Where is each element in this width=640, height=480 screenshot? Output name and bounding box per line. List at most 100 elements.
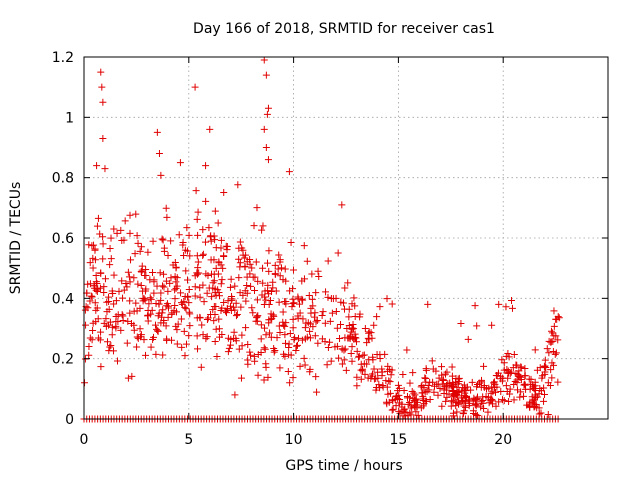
data-point (271, 347, 279, 355)
data-point (300, 242, 308, 250)
data-point (466, 395, 474, 403)
data-point (480, 362, 488, 370)
data-point (107, 255, 115, 263)
data-point (202, 270, 210, 278)
data-point (110, 271, 118, 279)
x-tick-label: 10 (285, 432, 303, 448)
data-point (184, 276, 192, 284)
data-point (157, 313, 165, 321)
data-point (365, 328, 373, 336)
data-point (497, 375, 505, 383)
data-point (464, 335, 472, 343)
data-point (230, 334, 238, 342)
data-point (321, 319, 329, 327)
data-point (500, 366, 508, 374)
data-point (290, 299, 298, 307)
data-point (448, 372, 456, 380)
data-point (508, 304, 516, 312)
data-point (387, 371, 395, 379)
data-point (314, 339, 322, 347)
data-point (122, 280, 130, 288)
data-point (547, 327, 555, 335)
data-point (261, 324, 269, 332)
data-point (479, 399, 487, 407)
data-point (106, 245, 114, 253)
data-point (554, 378, 562, 386)
data-point (526, 398, 534, 406)
data-point (265, 247, 273, 255)
data-point (260, 56, 268, 64)
data-point (552, 332, 560, 340)
data-point (527, 375, 535, 383)
data-point (421, 374, 429, 382)
data-point (141, 287, 149, 295)
data-point (508, 297, 516, 305)
data-point (350, 325, 358, 333)
data-point (353, 382, 361, 390)
data-point (311, 332, 319, 340)
data-point (259, 264, 267, 272)
data-point (260, 376, 268, 384)
data-point (193, 332, 201, 340)
data-point (351, 312, 359, 320)
x-tick-label: 0 (80, 432, 89, 448)
data-point (127, 256, 135, 264)
data-point (530, 385, 538, 393)
data-point (365, 335, 373, 343)
data-point (324, 257, 332, 265)
data-point (319, 308, 327, 316)
data-point (244, 360, 252, 368)
data-point (394, 381, 402, 389)
data-point (101, 275, 109, 283)
data-point (338, 345, 346, 353)
data-point (531, 346, 539, 354)
data-point (438, 363, 446, 371)
data-point (248, 264, 256, 272)
data-point (517, 363, 525, 371)
data-point (105, 321, 113, 329)
data-point (146, 294, 154, 302)
data-point (443, 368, 451, 376)
data-point (498, 396, 506, 404)
data-point (164, 313, 172, 321)
data-point (208, 293, 216, 301)
data-point (98, 83, 106, 91)
data-point (152, 321, 160, 329)
data-point (142, 265, 150, 273)
data-point (439, 375, 447, 383)
data-point (150, 289, 158, 297)
data-point (266, 329, 274, 337)
data-point (341, 284, 349, 292)
data-point (239, 291, 247, 299)
data-point (435, 374, 443, 382)
data-point (409, 369, 417, 377)
data-point (384, 390, 392, 398)
data-point (279, 308, 287, 316)
data-point (541, 356, 549, 364)
data-point (85, 241, 93, 249)
data-point (294, 334, 302, 342)
data-point (367, 329, 375, 337)
data-point (336, 335, 344, 343)
data-point (419, 402, 427, 410)
data-point (126, 297, 134, 305)
data-point (257, 321, 265, 329)
data-point (210, 277, 218, 285)
data-point (443, 393, 451, 401)
data-point (207, 237, 215, 245)
data-point (185, 332, 193, 340)
data-point (170, 307, 178, 315)
data-point (478, 376, 486, 384)
data-point (106, 261, 114, 269)
data-point (232, 312, 240, 320)
data-point (373, 351, 381, 359)
data-point (164, 287, 172, 295)
data-point (126, 211, 134, 219)
data-point (535, 390, 543, 398)
data-point (548, 374, 556, 382)
data-point (469, 397, 477, 405)
data-point (214, 219, 222, 227)
data-point (199, 281, 207, 289)
data-point (338, 201, 346, 209)
data-point (206, 233, 214, 241)
